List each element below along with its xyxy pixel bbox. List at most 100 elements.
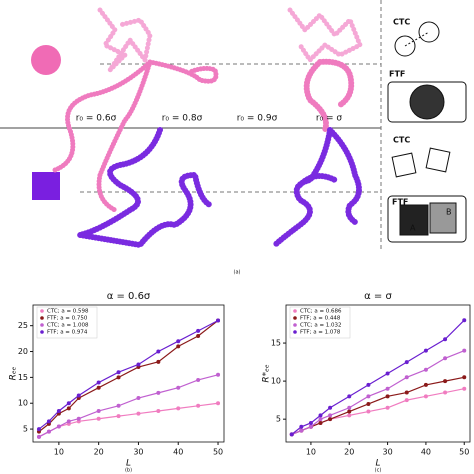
data-point: [66, 406, 71, 411]
inset-label: FTF: [389, 70, 405, 79]
data-point: [36, 434, 41, 439]
chain: [52, 59, 219, 213]
inset-frame: [387, 81, 467, 123]
data-point: [385, 394, 390, 399]
x-tick-label: 20: [94, 448, 104, 457]
data-point: [347, 409, 352, 414]
legend-label: FTF; a = 1.078: [300, 330, 341, 336]
x-tick-label: 20: [344, 448, 354, 457]
face-label: A: [410, 224, 416, 233]
data-point: [423, 367, 428, 372]
face-label: B: [446, 208, 452, 217]
legend-label: CTC; a = 0.686: [300, 309, 342, 315]
y-tick-label: 10: [271, 377, 281, 386]
radius-label: r₀ = 0.9σ: [237, 114, 278, 124]
data-point: [216, 372, 221, 377]
chart-title: α = 0.6σ: [107, 291, 151, 302]
chain: [287, 7, 363, 63]
data-point: [366, 401, 371, 406]
series-line: [291, 388, 465, 435]
radius-label: r₀ = 0.8σ: [162, 114, 203, 124]
inset-cube: [391, 152, 417, 178]
legend-marker: [293, 309, 297, 313]
y-tick-label: 25: [18, 321, 28, 330]
x-tick-label: 40: [173, 448, 183, 457]
x-tick-label: 10: [54, 448, 64, 457]
axes-frame: [32, 304, 225, 443]
data-point: [136, 411, 141, 416]
data-point: [176, 385, 181, 390]
series-line: [291, 350, 465, 435]
data-point: [56, 408, 61, 413]
data-point: [385, 371, 390, 376]
inset-cube: [425, 147, 451, 173]
data-point: [366, 409, 371, 414]
data-point: [46, 419, 51, 424]
data-point: [66, 401, 71, 406]
data-point: [96, 408, 101, 413]
inset-face: [399, 204, 429, 236]
data-point: [116, 403, 121, 408]
legend-box: [36, 306, 98, 339]
legend-label: CTC; a = 0.598: [47, 309, 89, 315]
data-point: [423, 382, 428, 387]
data-point: [385, 386, 390, 391]
data-point: [423, 348, 428, 353]
chart-title: α = σ: [364, 291, 392, 302]
chain: [272, 127, 362, 248]
data-point: [462, 348, 467, 353]
data-point: [76, 416, 81, 421]
polymer-chains: [52, 7, 363, 248]
chain: [303, 58, 355, 133]
chain: [97, 7, 153, 73]
data-point: [443, 379, 448, 384]
legend-marker: [293, 323, 297, 327]
y-axis-label: Rₑₑ: [9, 366, 19, 380]
x-tick-label: 30: [133, 448, 143, 457]
data-point: [404, 360, 409, 365]
data-point: [443, 337, 448, 342]
data-point: [462, 386, 467, 391]
data-point: [385, 405, 390, 410]
caption: (b): [125, 468, 132, 474]
insets: [387, 21, 467, 243]
data-point: [318, 417, 323, 422]
data-point: [289, 432, 294, 437]
data-point: [308, 420, 313, 425]
data-point: [176, 344, 181, 349]
data-point: [66, 419, 71, 424]
legend-box: [289, 306, 351, 339]
data-point: [196, 328, 201, 333]
inset-sphere: [394, 35, 416, 57]
data-point: [404, 398, 409, 403]
data-point: [96, 385, 101, 390]
data-point: [156, 359, 161, 364]
x-tick-label: 40: [421, 448, 431, 457]
inset-label: CTC: [393, 18, 410, 27]
data-point: [136, 396, 141, 401]
series-line: [291, 376, 465, 435]
data-point: [156, 390, 161, 395]
x-axis-label: L: [126, 459, 131, 469]
data-point: [443, 356, 448, 361]
y-tick-label: 10: [18, 399, 28, 408]
chain: [77, 127, 213, 248]
data-point: [423, 394, 428, 399]
series-line: [38, 402, 219, 438]
data-point: [462, 318, 467, 323]
data-point: [318, 420, 323, 425]
data-point: [176, 339, 181, 344]
radius-label: r₀ = 0.6σ: [76, 114, 117, 124]
data-point: [116, 370, 121, 375]
data-point: [196, 403, 201, 408]
data-point: [216, 318, 221, 323]
data-point: [216, 401, 221, 406]
data-point: [56, 424, 61, 429]
y-tick-label: 5: [276, 415, 281, 424]
data-point: [347, 405, 352, 410]
data-point: [366, 394, 371, 399]
caption: (c): [375, 468, 382, 474]
data-point: [308, 424, 313, 429]
y-axis-label: R*ₑₑ: [262, 364, 272, 383]
